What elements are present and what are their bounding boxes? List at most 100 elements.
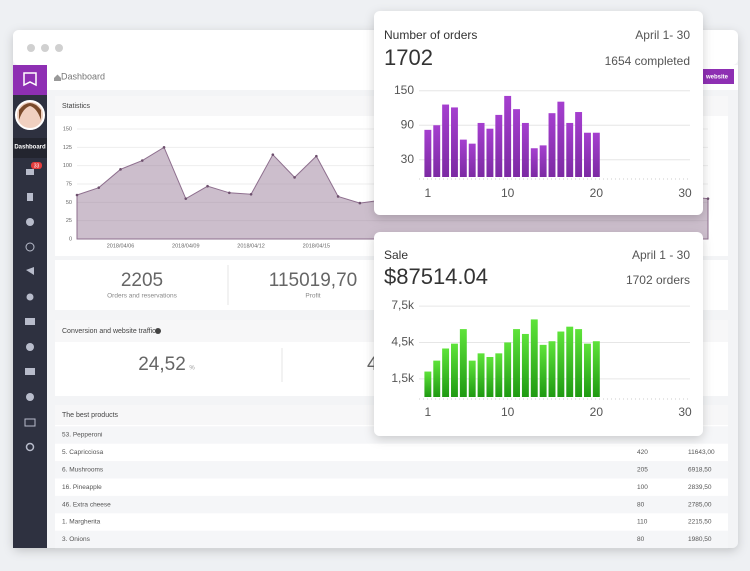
y-tick-label: 150 <box>63 126 72 132</box>
menu-active[interactable] <box>13 138 47 158</box>
menu-icon[interactable] <box>26 169 34 175</box>
bar <box>513 329 520 397</box>
bar <box>557 101 565 177</box>
bar <box>433 360 441 397</box>
y-tick-label: 0 <box>69 236 72 242</box>
menu-icon[interactable] <box>24 418 36 427</box>
point <box>271 153 275 156</box>
bar <box>451 107 458 177</box>
product-qty: 80 <box>637 536 645 543</box>
card-total: 1702 <box>384 45 433 70</box>
menu-icon[interactable] <box>26 218 34 226</box>
point <box>293 176 296 179</box>
product-name: 3. Onions <box>62 536 91 543</box>
bar <box>486 356 494 397</box>
panel-title: Statistics <box>62 103 91 110</box>
x-tick-label: 20 <box>590 186 604 200</box>
website-button[interactable] <box>700 69 734 84</box>
row-bg <box>55 495 728 514</box>
x-tick-label: 1 <box>425 186 432 200</box>
bar <box>521 122 529 177</box>
bar <box>521 333 529 397</box>
bar <box>530 319 538 397</box>
menu-icon[interactable] <box>26 343 34 351</box>
product-total: 2839,50 <box>688 484 712 491</box>
menu-icon[interactable] <box>25 368 35 375</box>
badge-text: 33 <box>34 163 40 169</box>
point <box>184 197 188 200</box>
menu-icon[interactable] <box>26 293 34 301</box>
sidebar <box>13 65 47 548</box>
panel-title: Conversion and website traffic <box>62 328 156 335</box>
x-tick-label: 10 <box>501 405 515 419</box>
orders-chart: 30 90 150 1 10 20 30 <box>394 83 692 200</box>
window-dot[interactable] <box>41 44 49 52</box>
point <box>162 146 166 149</box>
product-qty: 205 <box>637 467 648 474</box>
product-qty: 80 <box>637 501 645 508</box>
window-dot[interactable] <box>27 44 35 52</box>
x-tick-label: 10 <box>501 186 515 200</box>
button-label: website <box>705 75 729 81</box>
product-name: 1. Margherita <box>62 519 101 526</box>
y-tick-label: 30 <box>401 152 415 166</box>
bar <box>424 371 432 397</box>
breadcrumb[interactable]: Dashboard <box>61 71 105 81</box>
bar <box>486 128 494 177</box>
panel-title: The best products <box>62 412 119 419</box>
menu-icon[interactable] <box>25 318 35 325</box>
bar <box>592 132 600 177</box>
menu-icon[interactable] <box>25 442 35 452</box>
point <box>97 186 101 189</box>
bar <box>495 114 503 177</box>
product-qty: 110 <box>637 519 648 526</box>
bar <box>566 122 574 177</box>
product-total: 2785,00 <box>688 501 712 508</box>
bar <box>575 329 583 397</box>
y-tick-label: 125 <box>63 145 72 151</box>
card-note: 1654 completed <box>605 54 690 68</box>
product-total: 2215,50 <box>688 519 712 526</box>
bar <box>584 132 591 177</box>
bar <box>530 148 538 177</box>
bar <box>451 343 458 397</box>
bar <box>539 344 547 397</box>
logo[interactable] <box>13 65 47 95</box>
product-name: 53. Pepperoni <box>62 432 102 439</box>
menu-icon[interactable] <box>26 393 34 401</box>
product-name: 16. Pineapple <box>62 484 102 491</box>
x-tick-label: 20 <box>590 405 604 419</box>
badge <box>31 162 42 169</box>
window-dot[interactable] <box>55 44 63 52</box>
help-icon[interactable] <box>155 328 161 334</box>
y-tick-label: 150 <box>394 83 414 97</box>
x-tick-label: 2018/04/15 <box>303 243 331 249</box>
bar <box>548 341 556 397</box>
summary-value: 2205 <box>121 270 163 291</box>
bar <box>575 112 583 177</box>
product-total: 11643,00 <box>688 449 715 456</box>
bar <box>548 113 556 177</box>
point <box>336 195 340 198</box>
point <box>249 192 253 196</box>
product-total: 6918,50 <box>688 467 712 474</box>
bar <box>468 360 476 397</box>
product-name: 5. Capricciosa <box>62 449 104 456</box>
menu-icon[interactable] <box>26 267 34 275</box>
card-period: April 1- 30 <box>635 28 690 42</box>
point <box>228 191 231 195</box>
x-tick-label: 1 <box>425 405 432 419</box>
point <box>206 184 209 188</box>
summary-label: Orders and reservations <box>107 293 177 300</box>
menu-label: Dashboard <box>14 145 46 151</box>
bar <box>424 129 432 177</box>
summary-value: 115019,70 <box>269 270 357 291</box>
home-icon <box>54 74 61 81</box>
menu-icon[interactable] <box>27 193 33 201</box>
point <box>140 159 144 162</box>
row-bg <box>55 530 728 549</box>
menu-icon[interactable] <box>25 242 35 252</box>
bar <box>442 348 450 397</box>
bar <box>566 326 574 397</box>
